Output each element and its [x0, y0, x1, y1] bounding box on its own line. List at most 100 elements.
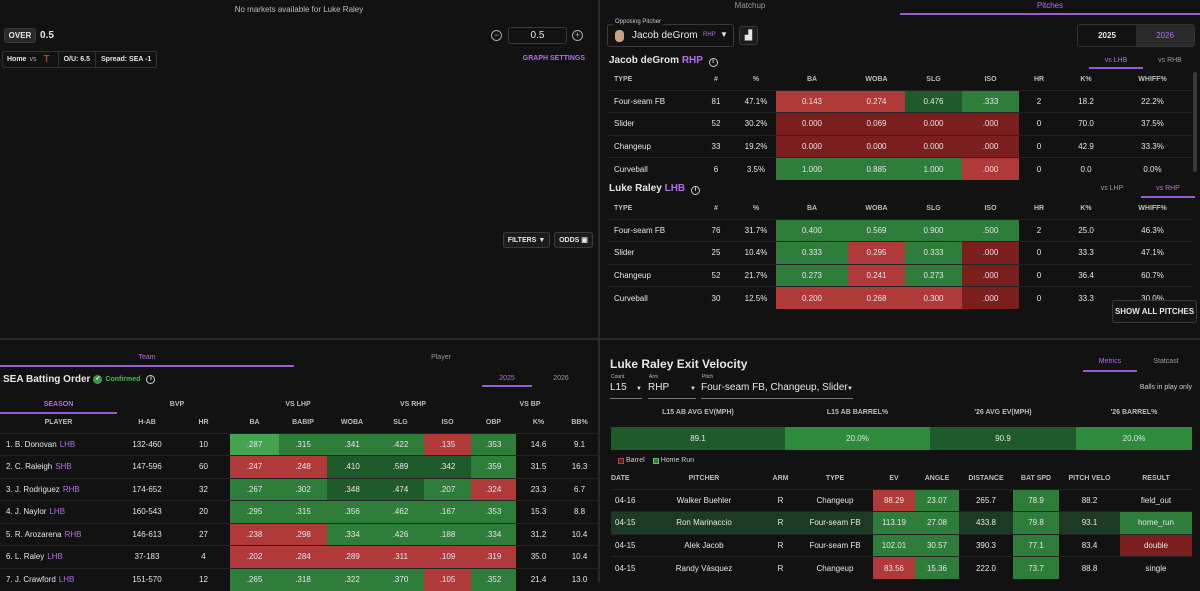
stat-cell: .298	[279, 522, 327, 546]
stat-cell: 0	[1019, 112, 1059, 135]
show-all-pitches-button[interactable]: SHOW ALL PITCHES	[1112, 300, 1197, 323]
pitcher-select[interactable]: Opposing Pitcher Jacob deGrom RHP ▼	[607, 19, 734, 47]
year-2025-tab[interactable]: 2025	[499, 375, 515, 382]
stat-cell: 12	[177, 567, 230, 591]
stat-cell: .109	[424, 545, 471, 568]
column-header: WHIFF%	[1138, 76, 1167, 84]
hr-legend-swatch	[652, 457, 659, 464]
batter-pitch-table: TYPE #% BA WOBA SLG ISO HR K% WHIFF% Four-seam F…	[608, 199, 1192, 309]
plus-icon[interactable]: +	[572, 30, 583, 41]
tab-vs-lhb[interactable]: vs LHB	[1104, 57, 1128, 64]
table-row: Slider 25 10.4% 0.333 0.295 0.333.000 0 33.3 47.…	[608, 241, 1192, 264]
stat-cell: 60.7%	[1113, 263, 1192, 287]
table-row[interactable]: 5. R. Arozarena RHB 146-613 27.238.298.334.…	[0, 522, 598, 546]
stat-cell: .105	[424, 567, 471, 591]
table-row[interactable]: 04-15 Alek Jacob R Four-seam FB 102.01 30.57 3…	[611, 533, 1192, 557]
tab-vs-lhp[interactable]: vs LHP	[1100, 185, 1124, 192]
pitcher-section-name: Jacob deGrom	[609, 55, 680, 66]
chart-icon[interactable]: ▟	[739, 26, 758, 45]
graph-settings-link[interactable]: GRAPH SETTINGS	[522, 55, 585, 62]
tab-vs-rhp[interactable]: vs RHP	[1156, 185, 1180, 192]
stat-cell: 88.2	[1059, 488, 1120, 512]
stat-cell: 70.0	[1059, 112, 1113, 135]
column-header: WHIFF%	[1138, 205, 1167, 213]
year-2026-button[interactable]: 2026	[1136, 25, 1194, 46]
table-row[interactable]: 04-15 Randy Vásquez R Changeup 83.56 15.36 222…	[611, 556, 1192, 579]
year-2025-underline	[482, 385, 532, 387]
tab-vs-rhp-underline	[1141, 196, 1195, 198]
arm-select[interactable]: RHP ▼	[648, 382, 696, 399]
pitch-type: Curveball	[608, 286, 696, 309]
chevron-down-icon: ▼	[690, 386, 696, 392]
tab-pitches[interactable]: Pitches	[1036, 1, 1064, 10]
props-panel: No markets available for Luke Raley OVER…	[0, 0, 598, 338]
tab-statcast[interactable]: Statcast	[1153, 358, 1179, 365]
tab-vs-rhb[interactable]: vs RHB	[1158, 57, 1182, 64]
odds-button[interactable]: ODDS ▣	[554, 232, 593, 248]
stat-cell: Alek Jacob	[644, 533, 764, 557]
tab-player[interactable]: Player	[431, 354, 451, 361]
pitch-type: Changeup	[608, 263, 696, 287]
year-2025-button[interactable]: 2025	[1098, 31, 1116, 40]
filters-button[interactable]: FILTERS ▼	[503, 232, 550, 248]
stat-cell: .315	[279, 432, 327, 456]
count-select[interactable]: L15 ▼	[610, 382, 642, 399]
player-hand: SHB	[55, 462, 72, 472]
stat-cell: 0.400	[776, 218, 848, 242]
column-header: HR	[1033, 205, 1045, 213]
table-row[interactable]: 3. J. Rodriguez RHB 174-652 32.267.302.348.…	[0, 477, 598, 501]
stat-cell: 0.000	[776, 112, 848, 135]
stat-cell: .248	[279, 455, 327, 478]
minus-icon[interactable]: −	[491, 30, 502, 41]
stat-cell: .589	[377, 455, 424, 478]
group-bvp: BVP	[169, 401, 185, 408]
scrollbar[interactable]	[1193, 72, 1197, 172]
stat-cell: 0.274	[848, 89, 905, 113]
stat-cell: .000	[962, 286, 1019, 309]
stat-cell: Walker Buehler	[644, 488, 764, 512]
stat-cell: .333	[962, 89, 1019, 113]
chevron-down-icon: ▼	[636, 386, 642, 392]
stat-cell: 0.0	[1059, 157, 1113, 180]
pitcher-avatar	[615, 30, 624, 42]
summary-value: 89.1	[611, 427, 785, 450]
table-row[interactable]: 04-16 Walker Buehler R Changeup 88.29 23.07 26…	[611, 488, 1192, 512]
stat-cell: 151-570	[117, 567, 177, 591]
pitcher-hand: RHP	[703, 32, 716, 38]
player-hand: RHB	[64, 529, 82, 539]
player-hand: RHB	[62, 484, 80, 494]
tab-matchup[interactable]: Matchup	[734, 1, 766, 10]
table-row[interactable]: 6. L. Raley LHB 37-183 4.202.284.289.311.10…	[0, 545, 598, 568]
stat-cell: .500	[962, 218, 1019, 242]
stat-cell: R	[764, 533, 797, 557]
stat-cell: .289	[327, 545, 377, 568]
exit-velocity-panel: Luke Raley Exit Velocity Metrics Statcas…	[600, 340, 1200, 582]
filters-label: FILTERS	[507, 236, 537, 244]
group-vs-lhp: VS LHP	[285, 401, 311, 408]
vertical-divider	[598, 0, 600, 582]
year-toggle: 2025 2026	[1077, 24, 1195, 47]
over-button[interactable]: OVER	[4, 28, 36, 43]
year-2026-tab[interactable]: 2026	[553, 375, 569, 382]
stat-cell: 04-15	[611, 556, 644, 579]
column-header: HR	[198, 419, 209, 427]
tab-team[interactable]: Team	[138, 354, 156, 361]
table-row: Changeup 52 21.7% 0.273 0.241 0.273.000 0 36.4 6…	[608, 263, 1192, 287]
tab-metrics[interactable]: Metrics	[1098, 358, 1122, 365]
stat-cell: 19.2%	[736, 134, 776, 158]
barrel-legend-swatch	[618, 457, 624, 464]
table-row[interactable]: 7. J. Crawford LHB 151-570 12.265.318.322.3…	[0, 567, 598, 591]
stat-cell: .000	[962, 112, 1019, 135]
line-input[interactable]: 0.5	[508, 27, 567, 44]
table-row[interactable]: 1. B. Donovan LHB 132-460 10.287.315.341.42…	[0, 432, 598, 456]
stat-cell: 73.7	[1013, 556, 1059, 579]
pitch-select[interactable]: Four-seam FB, Changeup, Slider ▼	[701, 382, 853, 399]
pitcher-table-header: TYPE #% BA WOBA SLG ISO HR K% WHIFF%	[608, 70, 1192, 90]
table-row[interactable]: 4. J. Naylor LHB 160-543 20.295.315.356.462…	[0, 500, 598, 523]
stat-cell: 3.5%	[736, 157, 776, 180]
table-row[interactable]: 2. C. Raleigh SHB 147-596 60.247.248.410.58…	[0, 455, 598, 478]
table-row[interactable]: 04-15 Ron Marinaccio R Four-seam FB 113.19 27…	[611, 511, 1192, 534]
stat-cell: 0.476	[905, 89, 962, 113]
summary-label: L15 AB AVG EV(MPH)	[662, 409, 734, 416]
filter-icon: ▼	[538, 236, 546, 244]
